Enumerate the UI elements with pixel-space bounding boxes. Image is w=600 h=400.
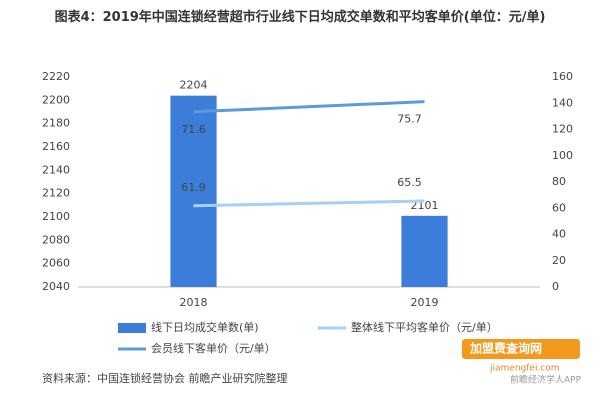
data-label: 61.9 (181, 181, 206, 194)
x-tick-label: 2018 (180, 296, 208, 309)
y2-tick-label: 20 (552, 254, 566, 267)
data-label: 71.6 (181, 123, 206, 136)
y2-tick-label: 0 (552, 280, 559, 293)
watermark-box (462, 339, 580, 359)
y2-tick-label: 160 (552, 70, 573, 83)
line (193, 100, 425, 114)
data-label: 2204 (180, 79, 208, 92)
y-tick-label: 2120 (42, 187, 70, 200)
y2-tick-label: 100 (552, 149, 573, 162)
chart-title: 图表4：2019年中国连锁经营超市行业线下日均成交单数和平均客单价(单位：元/单… (54, 10, 546, 25)
data-label: 65.5 (397, 176, 422, 189)
bar (170, 95, 217, 288)
legend-swatch (118, 323, 146, 333)
y2-tick-label: 40 (552, 228, 566, 241)
y2-tick-label: 140 (552, 96, 573, 109)
y-tick-label: 2160 (42, 140, 70, 153)
bar (401, 215, 448, 287)
y-tick-label: 2080 (42, 233, 70, 246)
y-tick-label: 2040 (42, 280, 70, 293)
x-tick-label: 2019 (411, 296, 439, 309)
y-tick-label: 2060 (42, 257, 70, 270)
y-tick-label: 2200 (42, 93, 70, 106)
y-tick-label: 2100 (42, 210, 70, 223)
watermark: 加盟费查询网 (469, 341, 542, 356)
data-label: 75.7 (397, 113, 422, 126)
y2-tick-label: 60 (552, 201, 566, 214)
y2-tick-label: 120 (552, 123, 573, 136)
y-tick-label: 2220 (42, 70, 70, 83)
legend-label: 整体线下平均客单价（元/单） (351, 320, 498, 334)
y2-tick-label: 80 (552, 175, 566, 188)
y-tick-label: 2180 (42, 117, 70, 130)
watermark: 前瞻经济学人APP (510, 374, 582, 386)
legend-label: 会员线下客单价（元/单） (151, 341, 276, 355)
legend-label: 线下日均成交单数(单) (151, 320, 259, 334)
y-tick-label: 2140 (42, 163, 70, 176)
source: 资料来源：中国连锁经营协会 前瞻产业研究院整理 (42, 371, 288, 385)
watermark: jiamengfei.com (489, 364, 560, 374)
line (193, 199, 425, 208)
